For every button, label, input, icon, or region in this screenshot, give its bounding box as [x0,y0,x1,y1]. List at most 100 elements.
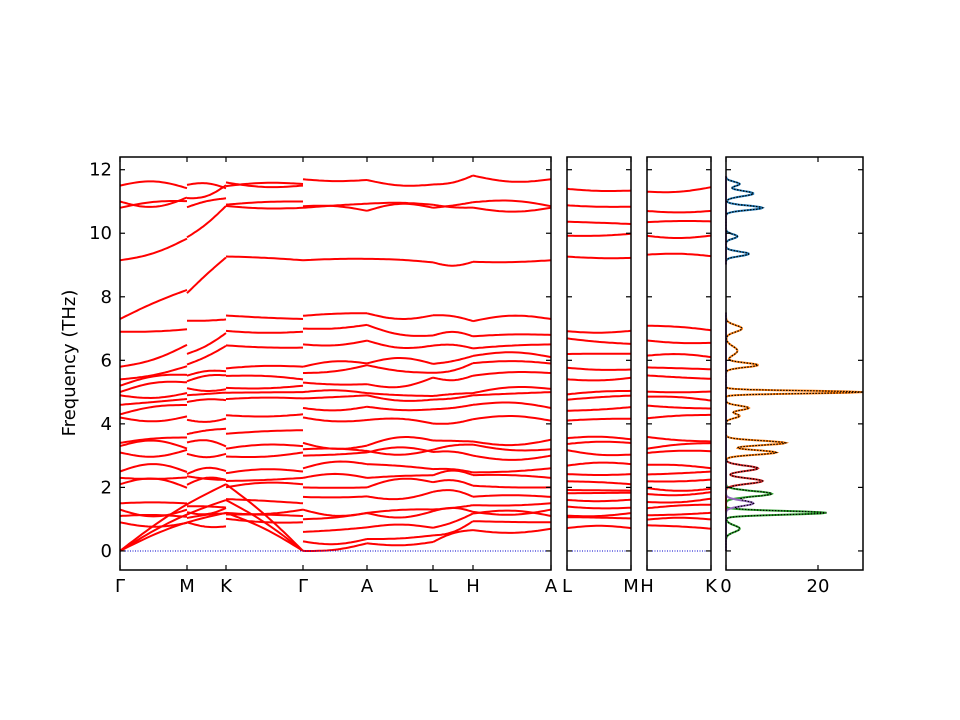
band-line [186,332,227,355]
band-line [473,467,552,474]
band-line [186,256,227,294]
band-line [432,343,474,350]
k-point-label: K [705,576,718,597]
band-line [647,463,712,470]
band-line [186,398,227,404]
band-line [367,257,434,264]
band-line [432,374,474,382]
dos-x-tick-label: 20 [807,576,830,597]
band-line [225,498,304,505]
band-line [302,381,368,386]
band-line [303,451,368,457]
band-line [366,405,434,412]
band-line [472,386,552,395]
band-line [302,441,368,450]
band-line [567,491,632,495]
band-line [566,187,632,192]
band-line [119,448,188,458]
band-line [186,507,227,516]
y-axis-title: Frequency (THz) [59,290,80,437]
band-line [472,438,552,447]
band-line [366,541,434,547]
band-line [472,443,552,452]
band-line [432,203,473,209]
band-line [472,527,552,534]
k-point-label: Γ [298,576,308,597]
band-line [302,472,368,479]
band-line [366,323,434,337]
band-line [186,417,227,423]
band-line [225,384,304,390]
band-line [433,439,473,443]
band-line [432,520,474,537]
band-line [366,474,433,479]
band-line [472,415,552,422]
band-line [302,460,368,470]
band-line [225,200,303,206]
band-line [646,449,712,454]
band-line [432,443,473,451]
band-line [366,490,434,501]
band-line [432,392,474,397]
band-line [566,435,632,441]
k-point-label: M [623,576,639,597]
band-line [302,495,368,499]
band-line [186,369,227,377]
band-line [432,394,474,401]
band-line [566,337,632,345]
band-line [472,174,552,183]
band-line [366,392,433,397]
band-line [302,389,368,395]
band-line [646,413,711,420]
band-line [302,405,368,412]
band-line [186,505,227,509]
band-line [186,182,227,190]
band-line [566,480,632,486]
band-line [302,542,368,552]
band-line [225,204,304,210]
k-point-label: A [545,576,558,597]
band-line [432,330,474,338]
band-line [119,463,188,473]
band-line [366,312,434,320]
band-line [225,396,304,400]
band-line [432,354,474,365]
band-line [366,339,434,349]
band-line [646,404,711,410]
band-line [187,184,227,200]
band-line [366,201,434,206]
band-line [302,312,367,317]
band-line [432,504,474,511]
band-line [225,511,304,552]
band-line [566,255,632,260]
band-line [119,237,188,262]
band-line [472,508,552,516]
band-line [303,364,368,374]
y-tick-label: 12 [89,160,112,181]
band-line [432,529,474,543]
band-line [302,416,368,423]
band-line [646,470,712,476]
band-line [646,352,712,359]
band-line [225,364,304,370]
band-line [119,436,187,444]
y-tick-label: 6 [101,350,112,371]
band-line [366,417,434,425]
band-line [225,429,304,435]
band-line [225,508,304,516]
band-line [566,512,632,518]
band-line [566,376,632,382]
k-point-label: H [466,576,480,597]
band-line [472,494,552,498]
k-point-label: L [428,576,438,597]
band-line [186,387,227,392]
band-line [225,314,304,320]
y-tick-label: 2 [101,477,112,498]
band-line [472,484,551,489]
band-line [366,179,434,187]
dos-partial-green [725,176,827,551]
band-line [646,220,712,224]
band-line [366,523,434,529]
